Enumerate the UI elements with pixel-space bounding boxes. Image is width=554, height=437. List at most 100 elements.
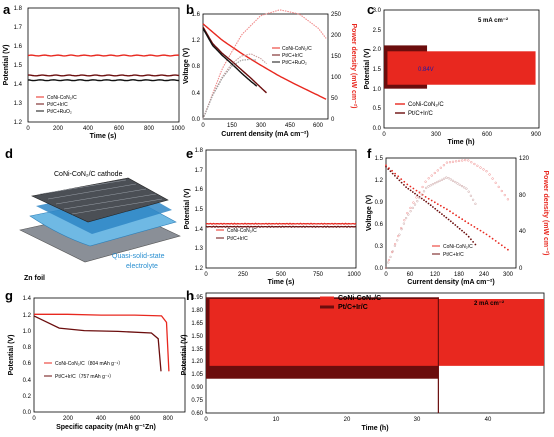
chart-marks-f — [384, 158, 510, 270]
power-point-f-1 — [402, 222, 406, 225]
ytick-h-5: 1.35 — [191, 347, 203, 353]
xtick-f-4: 240 — [479, 272, 490, 278]
ytick-f-0: 0.0 — [375, 266, 384, 272]
power-point-f-1 — [463, 186, 466, 189]
power-point-f-0 — [430, 174, 433, 177]
ytick-e-1: 1.3 — [195, 246, 204, 252]
power-point-f-0 — [427, 177, 430, 180]
power-point-f-1 — [411, 206, 414, 210]
ylabel-g: Potential (V) — [8, 335, 15, 376]
y2tick-f-3: 120 — [519, 156, 530, 162]
xlabel-c: Time (h) — [447, 139, 474, 146]
voltage-point-f-0 — [397, 175, 400, 178]
voltage-point-f-1 — [458, 227, 461, 230]
xtick-e-4: 1000 — [347, 272, 361, 278]
voltage-point-f-0 — [443, 206, 445, 209]
electrolyte-label-line-1: Quasi-solid-state — [112, 253, 165, 260]
plot-frame-e — [205, 149, 357, 269]
voltage-point-f-1 — [403, 184, 405, 186]
power-point-f-0 — [497, 185, 500, 189]
ylabel-a: Potential (V) — [3, 45, 10, 86]
panel-letter-d: d — [5, 146, 13, 161]
panel-h: h 0.60 0.75 0.90 1.05 1.20 1.35 1.50 1.6… — [181, 288, 545, 432]
power-point-f-1 — [407, 213, 410, 216]
voltage-point-f-1 — [432, 206, 434, 208]
power-point-f-1 — [447, 177, 450, 180]
ytick-a-1: 1.3 — [14, 101, 23, 107]
xtick-f-0: 0 — [384, 272, 388, 278]
xtick-g-1: 200 — [63, 416, 74, 422]
power-point-f-0 — [479, 166, 482, 169]
power-point-f-0 — [491, 177, 494, 180]
legend-a-0: CoNi-CoN₂/C — [47, 95, 77, 101]
panel-g: g 0.0 0.2 0.4 0.6 0.8 1.0 1.2 1.4 0 200 … — [5, 288, 186, 431]
xtick-e-1: 250 — [238, 272, 249, 278]
voltage-point-f-1 — [467, 235, 470, 238]
power-point-f-1 — [413, 203, 417, 206]
y2tick-f-2: 80 — [519, 193, 526, 199]
power-point-f-0 — [409, 206, 412, 210]
ytick-b-4: 1.6 — [192, 12, 201, 18]
power-point-f-0 — [448, 161, 452, 164]
xtick-h-2: 20 — [344, 417, 351, 423]
ytick-g-5: 1.0 — [23, 329, 32, 335]
ytick-g-4: 0.8 — [23, 345, 32, 351]
voltage-point-f-0 — [494, 240, 497, 242]
ytick-c-0: 0.0 — [373, 126, 382, 132]
power-point-f-0 — [506, 198, 510, 201]
xtick-a-4: 800 — [144, 126, 155, 132]
power-point-f-0 — [454, 160, 458, 163]
plot-frame-b — [202, 13, 329, 120]
series-line-e-0 — [205, 222, 357, 225]
y2label-b: Power density (mW cm⁻²) — [350, 24, 357, 109]
ylabel-c: Potential (V) — [364, 49, 371, 90]
power-point-f-0 — [488, 173, 491, 176]
plot-frame-f — [385, 157, 517, 269]
power-point-f-0 — [485, 170, 488, 173]
voltage-point-f-0 — [452, 212, 454, 215]
voltage-point-f-1 — [411, 191, 414, 193]
ytick-a-2: 1.4 — [14, 82, 23, 88]
plot-frame-g — [33, 297, 186, 413]
voltage-point-f-0 — [482, 231, 485, 234]
xtick-c-2: 600 — [482, 132, 493, 138]
voltage-curve-b-0 — [202, 23, 327, 100]
xlabel-h: Time (h) — [361, 425, 388, 432]
voltage-point-f-1 — [463, 231, 466, 234]
xtick-e-2: 500 — [276, 272, 287, 278]
panel-e: e 1.2 1.3 1.4 1.5 1.6 1.7 1.8 0 250 500 … — [184, 146, 361, 286]
power-point-f-0 — [473, 162, 476, 166]
voltage-point-f-1 — [396, 177, 399, 180]
ytick-e-3: 1.5 — [195, 207, 204, 213]
ytick-h-4: 1.20 — [191, 359, 203, 365]
xlabel-e: Time (s) — [268, 279, 295, 286]
plot-frame-a — [27, 7, 180, 123]
voltage-point-f-1 — [394, 174, 396, 177]
voltage-point-f-1 — [416, 194, 419, 197]
power-point-f-1 — [454, 180, 457, 184]
legend-c-0: CoNi-CoN₂/C — [408, 102, 444, 108]
voltage-point-f-1 — [447, 218, 450, 221]
power-point-f-0 — [418, 191, 421, 194]
xtick-f-3: 180 — [454, 272, 465, 278]
cathode-label: CoNi-CoN₂/C cathode — [54, 171, 123, 178]
voltage-point-f-1 — [474, 243, 477, 246]
series-line-a-2 — [27, 79, 180, 82]
power-point-f-0 — [400, 226, 403, 230]
power-point-f-1 — [438, 179, 441, 183]
xtick-h-4: 40 — [485, 417, 492, 423]
xlabel-a: Time (s) — [90, 133, 117, 140]
voltage-point-f-0 — [467, 222, 470, 225]
power-point-f-0 — [467, 159, 470, 162]
voltage-point-f-1 — [391, 172, 394, 175]
zinc-foil-label: Zn foil — [24, 275, 45, 282]
power-point-f-1 — [393, 244, 397, 247]
xlabel-b: Current density (mA cm⁻²) — [221, 131, 308, 138]
power-point-f-1 — [456, 182, 459, 185]
ytick-g-7: 1.4 — [23, 296, 32, 302]
voltage-point-f-1 — [454, 224, 457, 226]
voltage-point-f-0 — [446, 208, 448, 211]
ytick-e-4: 1.6 — [195, 187, 204, 193]
xtick-h-3: 30 — [414, 417, 421, 423]
voltage-point-f-0 — [497, 242, 500, 245]
